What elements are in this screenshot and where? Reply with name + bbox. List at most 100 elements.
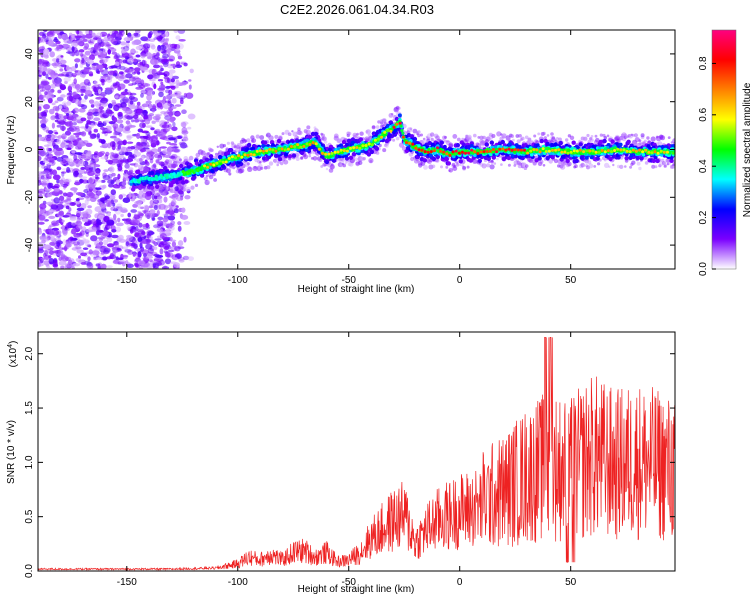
noise-cell [165,210,170,215]
noise-cell [100,263,107,269]
noise-cell [107,70,116,76]
noise-cell [80,93,84,96]
noise-cell [131,82,137,86]
noise-cell [166,48,172,53]
noise-cell [173,208,179,214]
noise-cell [129,76,136,82]
noise-cell [74,49,80,57]
noise-cell [123,37,131,42]
noise-cell [71,237,78,241]
halo-cell [377,120,381,124]
noise-cell [146,114,153,121]
halo-cell [320,165,324,168]
noise-cell [85,123,89,129]
halo-cell [595,137,600,143]
ridge-cell [131,187,136,192]
noise-cell [48,215,56,219]
halo-cell [594,134,598,138]
noise-cell [81,73,86,79]
noise-cell [109,152,114,156]
noise-cell [77,155,82,159]
noise-cell [113,213,117,220]
noise-cell [187,113,196,120]
halo-cell [444,135,447,139]
noise-cell [123,79,131,84]
noise-cell [51,222,60,227]
halo-cell [276,163,280,167]
halo-cell [445,165,449,169]
noise-cell [78,49,85,53]
noise-cell [180,214,189,220]
noise-cell [163,196,168,203]
noise-cell [89,99,95,105]
ridge-cell [669,158,674,163]
noise-cell [129,228,134,234]
noise-cell [50,115,56,121]
noise-cell [98,230,104,233]
noise-cell [156,140,160,146]
noise-cell [180,121,189,125]
halo-cell [643,139,647,143]
ridge-cell [262,140,268,145]
noise-cell [108,121,116,125]
noise-cell [187,126,192,130]
noise-cell [68,83,76,87]
noise-cell [52,174,61,180]
noise-cell [124,97,131,104]
halo-cell [323,140,328,144]
noise-cell [90,123,95,128]
noise-cell [94,206,103,213]
noise-cell [134,232,142,238]
noise-cell [102,256,108,261]
halo-cell [640,133,645,138]
noise-cell [52,130,58,134]
noise-cell [38,261,42,264]
noise-cell [53,30,61,34]
noise-cell [119,207,128,213]
noise-cell [174,104,182,107]
ridge-cell [507,142,512,147]
halo-cell [246,138,251,143]
noise-cell [51,62,57,67]
noise-cell [41,182,49,187]
noise-cell [49,51,55,58]
noise-cell [80,203,87,210]
noise-cell [169,207,173,211]
noise-cell [60,142,66,149]
noise-cell [155,254,164,258]
noise-cell [73,78,77,85]
ridge-cell [287,154,293,159]
noise-cell [129,163,138,166]
noise-cell [132,216,137,223]
ridge-cell [386,137,392,142]
ridge-cell [397,113,402,118]
noise-cell [163,241,172,245]
noise-cell [169,222,173,229]
noise-cell [159,248,164,255]
noise-cell [73,154,78,161]
noise-cell [58,256,63,261]
halo-cell [371,125,376,130]
noise-cell [38,221,45,225]
noise-cell [125,260,129,265]
noise-cell [100,75,107,79]
noise-cell [95,187,102,190]
noise-cell [125,42,130,49]
ridge-cell [222,155,226,160]
ridge-cell [291,153,297,158]
ridge-cell [245,147,250,152]
halo-cell [479,135,484,140]
noise-cell [149,209,156,215]
noise-cell [74,63,78,69]
noise-cell [116,222,124,227]
noise-cell [71,34,75,38]
noise-cell [93,81,99,84]
noise-cell [38,262,44,267]
noise-cell [47,39,54,47]
noise-cell [117,75,125,82]
noise-cell [158,58,162,63]
halo-cell [280,161,284,166]
noise-cell [163,237,169,240]
noise-cell [137,237,143,243]
noise-cell [80,85,87,92]
